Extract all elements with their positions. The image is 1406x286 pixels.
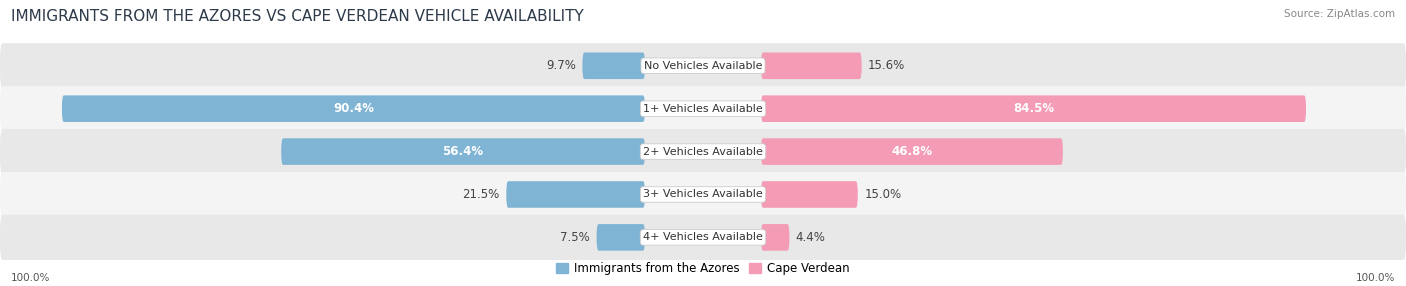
FancyBboxPatch shape (0, 43, 1406, 88)
Text: 3+ Vehicles Available: 3+ Vehicles Available (643, 190, 763, 199)
FancyBboxPatch shape (281, 138, 645, 165)
Text: 100.0%: 100.0% (11, 273, 51, 283)
FancyBboxPatch shape (0, 172, 1406, 217)
Text: 15.6%: 15.6% (868, 59, 905, 72)
FancyBboxPatch shape (0, 86, 1406, 131)
FancyBboxPatch shape (761, 181, 858, 208)
Text: 46.8%: 46.8% (891, 145, 932, 158)
Text: 21.5%: 21.5% (463, 188, 501, 201)
Text: No Vehicles Available: No Vehicles Available (644, 61, 762, 71)
FancyBboxPatch shape (0, 215, 1406, 260)
FancyBboxPatch shape (62, 95, 645, 122)
Text: 15.0%: 15.0% (865, 188, 901, 201)
FancyBboxPatch shape (0, 129, 1406, 174)
FancyBboxPatch shape (761, 52, 862, 79)
Text: 90.4%: 90.4% (333, 102, 374, 115)
Text: 100.0%: 100.0% (1355, 273, 1395, 283)
Text: 2+ Vehicles Available: 2+ Vehicles Available (643, 147, 763, 156)
FancyBboxPatch shape (582, 52, 645, 79)
FancyBboxPatch shape (506, 181, 645, 208)
Text: 4+ Vehicles Available: 4+ Vehicles Available (643, 233, 763, 242)
Text: 9.7%: 9.7% (546, 59, 576, 72)
Text: 1+ Vehicles Available: 1+ Vehicles Available (643, 104, 763, 114)
FancyBboxPatch shape (761, 224, 789, 251)
Text: IMMIGRANTS FROM THE AZORES VS CAPE VERDEAN VEHICLE AVAILABILITY: IMMIGRANTS FROM THE AZORES VS CAPE VERDE… (11, 9, 583, 23)
Text: Source: ZipAtlas.com: Source: ZipAtlas.com (1284, 9, 1395, 19)
FancyBboxPatch shape (761, 138, 1063, 165)
FancyBboxPatch shape (596, 224, 645, 251)
Legend: Immigrants from the Azores, Cape Verdean: Immigrants from the Azores, Cape Verdean (551, 258, 855, 280)
Text: 84.5%: 84.5% (1012, 102, 1054, 115)
FancyBboxPatch shape (761, 95, 1306, 122)
Text: 4.4%: 4.4% (796, 231, 825, 244)
Text: 56.4%: 56.4% (443, 145, 484, 158)
Text: 7.5%: 7.5% (561, 231, 591, 244)
